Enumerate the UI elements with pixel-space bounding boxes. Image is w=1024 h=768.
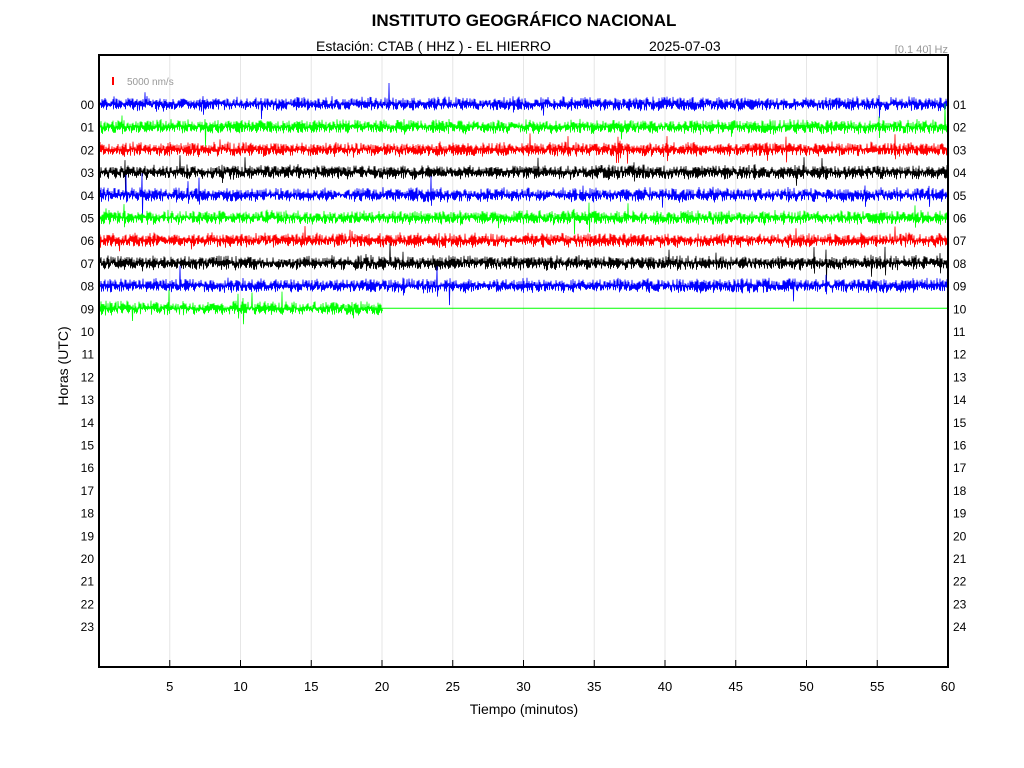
right-hour-label: 23 — [953, 597, 967, 611]
date-label: 2025-07-03 — [649, 38, 721, 54]
right-hour-label: 20 — [953, 529, 967, 543]
trace-hour-04 — [98, 173, 949, 218]
right-hour-label: 04 — [953, 166, 967, 180]
x-tick-label: 10 — [233, 679, 247, 694]
left-hour-label: 00 — [81, 98, 95, 112]
x-axis-ticks: 5 10 15 20 25 30 35 40 45 50 55 60 — [166, 660, 955, 694]
right-hour-label: 24 — [953, 620, 967, 634]
right-hour-label: 21 — [953, 552, 967, 566]
left-hour-label: 10 — [81, 325, 95, 339]
right-hour-label: 01 — [953, 98, 967, 112]
left-hour-label: 03 — [81, 166, 95, 180]
left-hour-label: 14 — [81, 416, 95, 430]
trace-hour-09 — [98, 289, 383, 325]
filter-label: [0.1 40] Hz — [895, 44, 948, 56]
left-hour-label: 23 — [81, 620, 95, 634]
left-hour-label: 01 — [81, 121, 95, 135]
trace-hour-00 — [98, 82, 949, 120]
right-hour-label: 09 — [953, 280, 967, 294]
trace-hour-07 — [98, 243, 949, 282]
right-hour-label: 17 — [953, 461, 967, 475]
right-hour-label: 18 — [953, 484, 967, 498]
left-hour-labels: 00 01 02 03 04 05 06 07 08 09 10 11 12 13 14 15 16 17 18 19… — [81, 98, 95, 634]
left-hour-label: 20 — [81, 552, 95, 566]
right-hour-label: 15 — [953, 416, 967, 430]
right-hour-label: 16 — [953, 439, 967, 453]
x-tick-label: 35 — [587, 679, 601, 694]
left-hour-label: 15 — [81, 439, 95, 453]
left-hour-label: 16 — [81, 461, 95, 475]
gridlines — [169, 56, 878, 666]
right-hour-label: 19 — [953, 507, 967, 521]
trace-hour-08 — [98, 265, 949, 306]
trace-hour-06 — [98, 226, 949, 252]
x-tick-label: 30 — [516, 679, 530, 694]
station-label: Estación: CTAB ( HHZ ) - EL HIERRO — [316, 38, 551, 54]
left-hour-label: 12 — [81, 370, 95, 384]
right-hour-label: 11 — [953, 325, 966, 339]
left-hour-label: 11 — [82, 348, 95, 362]
y-axis-label: Horas (UTC) — [55, 326, 71, 405]
x-tick-label: 20 — [375, 679, 389, 694]
x-tick-label: 45 — [729, 679, 743, 694]
left-hour-label: 13 — [81, 393, 95, 407]
right-hour-label: 05 — [953, 189, 967, 203]
right-hour-label: 13 — [953, 370, 967, 384]
right-hour-label: 07 — [953, 234, 967, 248]
x-tick-label: 5 — [166, 679, 173, 694]
left-hour-label: 22 — [81, 597, 95, 611]
chart-title: INSTITUTO GEOGRÁFICO NACIONAL — [372, 11, 677, 30]
left-hour-label: 09 — [81, 302, 95, 316]
right-hour-labels: 01 02 03 04 05 06 07 08 09 10 11 12 13 14 15 16 17 18 19 20… — [953, 98, 967, 634]
x-tick-label: 40 — [658, 679, 672, 694]
right-hour-label: 10 — [953, 302, 967, 316]
right-hour-label: 03 — [953, 143, 967, 157]
left-hour-label: 04 — [81, 189, 95, 203]
right-hour-label: 08 — [953, 257, 967, 271]
x-tick-label: 25 — [446, 679, 460, 694]
x-tick-label: 60 — [941, 679, 955, 694]
trace-hour-02 — [98, 133, 949, 164]
seismic-traces — [98, 82, 949, 325]
scale-bar-label: 5000 nm/s — [127, 77, 174, 88]
right-hour-label: 14 — [953, 393, 967, 407]
x-tick-label: 15 — [304, 679, 318, 694]
right-hour-label: 22 — [953, 575, 967, 589]
left-hour-label: 07 — [81, 257, 95, 271]
right-hour-label: 02 — [953, 121, 967, 135]
x-tick-label: 50 — [799, 679, 813, 694]
right-hour-label: 12 — [953, 348, 967, 362]
x-tick-label: 55 — [870, 679, 884, 694]
left-hour-label: 18 — [81, 507, 95, 521]
left-hour-label: 21 — [81, 575, 95, 589]
left-hour-label: 02 — [81, 143, 95, 157]
x-axis-label: Tiempo (minutos) — [470, 701, 578, 717]
plot-frame — [98, 54, 949, 668]
trace-hour-01 — [98, 103, 949, 147]
trace-hour-03 — [98, 155, 949, 193]
left-hour-label: 05 — [81, 212, 95, 226]
left-hour-label: 06 — [81, 234, 95, 248]
trace-hour-05 — [98, 202, 949, 235]
scale-bar — [112, 77, 114, 85]
left-hour-label: 17 — [81, 484, 95, 498]
right-hour-label: 06 — [953, 212, 967, 226]
left-hour-label: 19 — [81, 529, 95, 543]
left-hour-label: 08 — [81, 280, 95, 294]
